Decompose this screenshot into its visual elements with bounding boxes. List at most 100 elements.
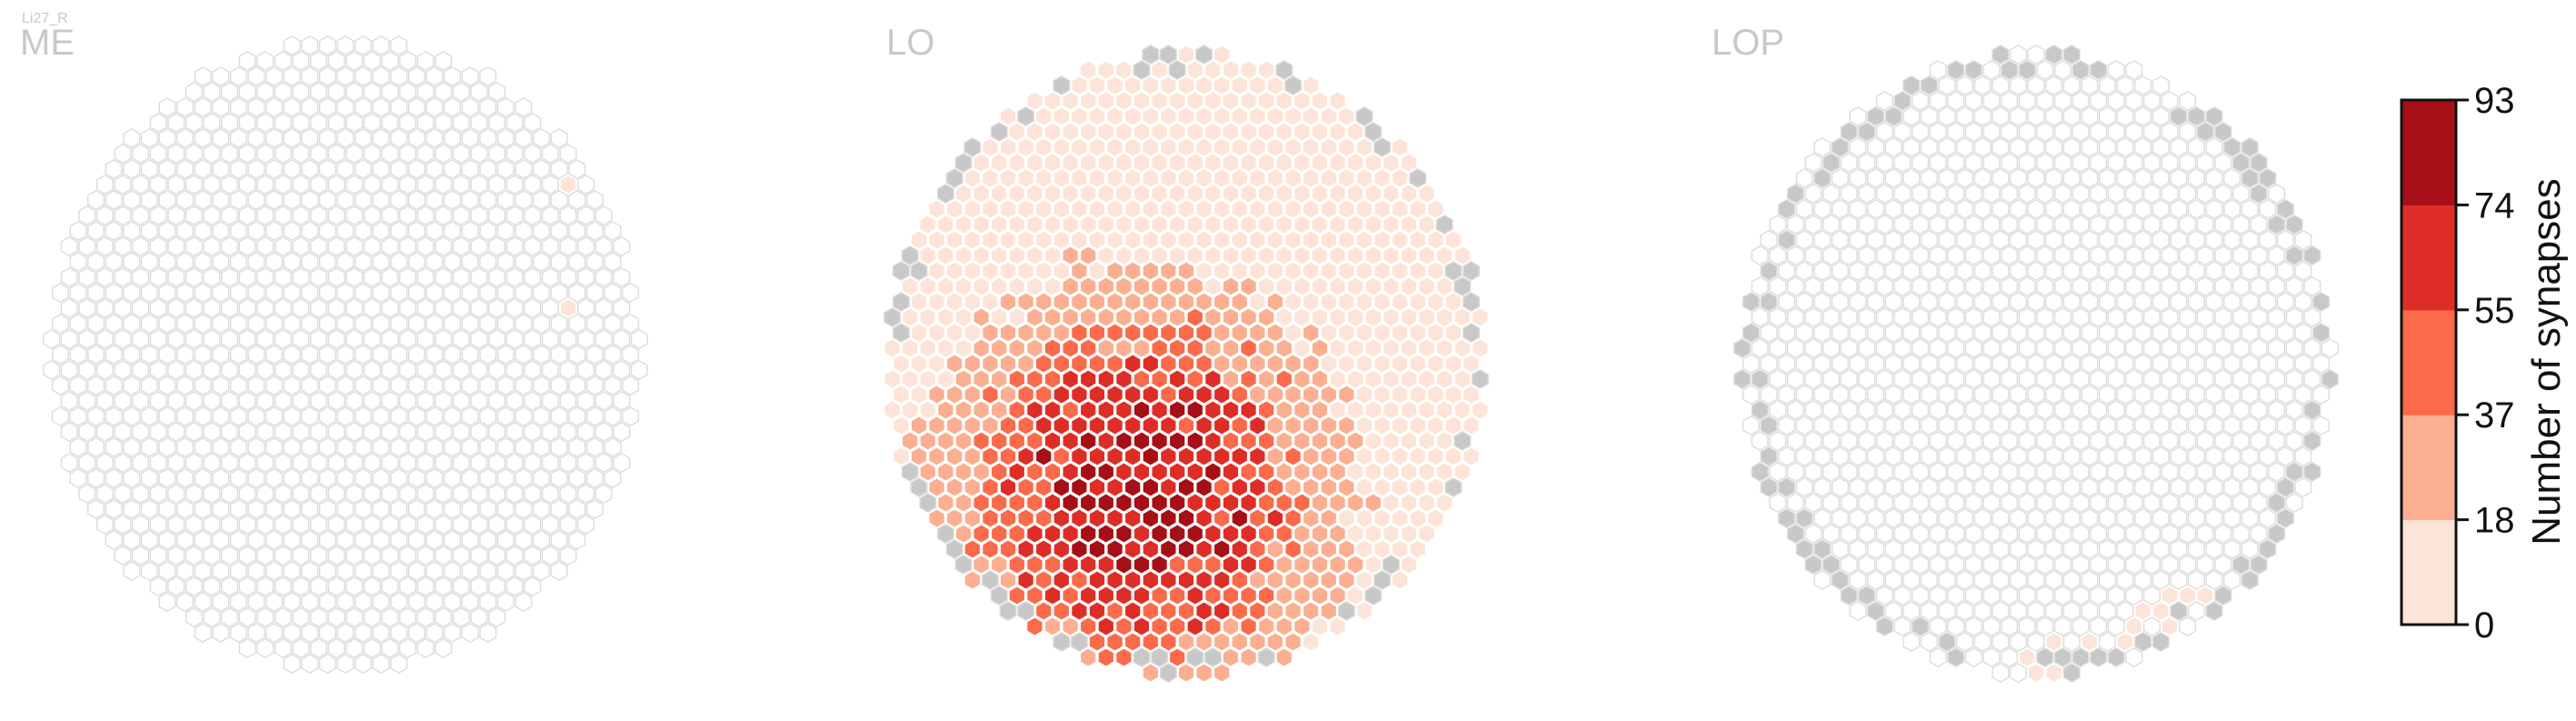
hex-cell xyxy=(140,375,158,396)
hex-cell xyxy=(292,545,310,566)
hex-cell xyxy=(1114,275,1133,297)
hex-cell xyxy=(1778,384,1796,406)
hex-cell xyxy=(1284,167,1303,189)
hex-cell xyxy=(212,251,230,273)
hex-cell xyxy=(1992,353,2010,375)
hex-cell xyxy=(1400,368,1418,390)
hex-cell xyxy=(2090,183,2108,205)
hex-cell xyxy=(541,390,559,412)
hex-cell xyxy=(336,65,354,87)
hex-cell xyxy=(1043,430,1062,452)
hex-cell xyxy=(390,220,408,242)
hex-cell xyxy=(2027,569,2045,591)
hex-cell xyxy=(568,251,586,273)
hex-cell xyxy=(1025,275,1043,297)
hex-cell xyxy=(901,245,919,266)
hex-cell xyxy=(1875,430,1893,452)
hex-cell xyxy=(1831,167,1849,189)
hex-cell xyxy=(585,189,604,211)
hex-cell xyxy=(2187,476,2205,498)
hex-cell xyxy=(407,127,425,149)
hex-cell xyxy=(585,375,604,396)
hex-cell xyxy=(345,266,364,288)
hex-cell xyxy=(256,452,275,474)
hex-cell xyxy=(2072,152,2090,174)
hex-cell xyxy=(2294,476,2312,498)
hex-cell xyxy=(1329,245,1347,266)
hex-cell xyxy=(524,143,542,165)
hex-cell xyxy=(2062,476,2081,498)
hex-cell xyxy=(1982,616,2001,637)
hex-cell xyxy=(1956,476,1974,498)
hex-cell xyxy=(78,235,96,257)
hex-cell xyxy=(2107,399,2125,421)
hex-cell xyxy=(2009,44,2027,65)
hex-cell xyxy=(2090,214,2108,235)
hex-cell xyxy=(185,235,203,257)
hex-cell xyxy=(1195,291,1213,313)
hex-cell xyxy=(1373,353,1392,375)
hex-cell xyxy=(1912,492,1930,514)
hex-cell xyxy=(1257,430,1275,452)
hex-cell xyxy=(1947,430,1965,452)
hex-cell xyxy=(1088,353,1106,375)
hex-cell xyxy=(2036,275,2054,297)
hex-cell xyxy=(1186,585,1204,606)
hex-cell xyxy=(2134,415,2152,436)
hex-cell xyxy=(1982,214,2001,235)
hex-cell xyxy=(1947,152,1965,174)
hex-cell xyxy=(2259,260,2277,282)
hex-cell xyxy=(1795,384,1813,406)
hex-cell xyxy=(60,452,78,474)
hex-cell xyxy=(2125,275,2143,297)
hex-cell xyxy=(185,143,203,165)
hex-cell xyxy=(884,399,902,421)
hex-cell xyxy=(310,390,328,412)
hex-cell xyxy=(345,81,364,103)
hex-cell xyxy=(60,390,78,412)
hex-cell xyxy=(1992,415,2010,436)
hex-cell xyxy=(901,368,919,390)
hex-cell xyxy=(1088,105,1106,127)
hex-cell xyxy=(203,112,221,134)
hex-cell xyxy=(301,653,319,675)
hex-cell xyxy=(194,158,212,180)
hex-cell xyxy=(1893,121,1912,143)
hex-cell xyxy=(2142,523,2161,545)
hex-cell xyxy=(265,436,284,458)
hex-cell xyxy=(87,436,105,458)
hex-cell xyxy=(1992,569,2010,591)
hex-cell xyxy=(1840,399,1858,421)
hex-cell xyxy=(1008,121,1026,143)
hex-cell xyxy=(2081,322,2099,344)
hex-cell xyxy=(390,127,408,149)
hex-cell xyxy=(452,606,470,628)
hex-cell xyxy=(2009,600,2027,622)
hex-cell xyxy=(461,344,479,366)
hex-cell xyxy=(212,313,230,335)
hex-cell xyxy=(132,266,150,288)
hex-cell xyxy=(1337,136,1355,158)
hex-cell xyxy=(149,266,167,288)
hex-cell xyxy=(1973,353,1992,375)
hex-cell xyxy=(229,560,247,582)
hex-cell xyxy=(372,251,390,273)
hex-cell xyxy=(1822,183,1841,205)
hex-cell xyxy=(2285,337,2303,359)
hex-cell xyxy=(479,498,497,520)
hex-cell xyxy=(990,214,1008,235)
hex-cell xyxy=(2205,415,2223,436)
hex-cell xyxy=(434,390,453,412)
hex-cell xyxy=(910,415,928,436)
hex-cell xyxy=(1133,183,1151,205)
hex-cell xyxy=(1391,167,1409,189)
hex-cell xyxy=(292,112,310,134)
hex-cell xyxy=(1311,492,1329,514)
hex-cell xyxy=(2009,538,2027,560)
hex-cell xyxy=(407,282,425,304)
hex-cell xyxy=(212,406,230,427)
hex-cell xyxy=(1159,507,1177,529)
hex-cell xyxy=(479,282,497,304)
hex-cell xyxy=(1893,399,1912,421)
hex-cell xyxy=(318,35,336,56)
